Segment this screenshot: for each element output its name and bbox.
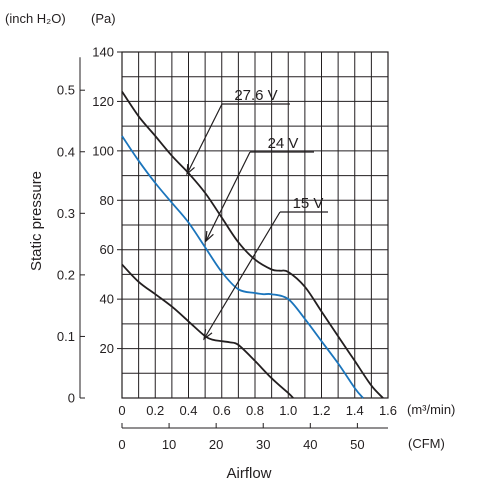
x-cfm-tick-label: 40: [303, 437, 317, 452]
y-pa-tick-label: 140: [92, 45, 114, 60]
x-m3-tick-label: 0.8: [246, 403, 264, 418]
arrow-shaft-24-v: [205, 151, 251, 242]
x-m3-tick-label: 1.6: [379, 403, 397, 418]
label-24-v: 24 V: [268, 135, 299, 152]
x-m3-tick-label: 0.2: [146, 403, 164, 418]
x-unit-top: (m³/min): [407, 402, 455, 417]
x-m3-tick-label: 1.0: [279, 403, 297, 418]
x-m3-tick-label: 1.4: [346, 403, 364, 418]
y-pa-tick-label: 60: [100, 242, 114, 257]
annotations: 27.6 V 24 V 15 V: [186, 87, 328, 341]
y-axis-title: Static pressure: [28, 171, 45, 271]
y-pa-tick-label: 20: [100, 341, 114, 356]
x-cfm-tick-label: 20: [209, 437, 223, 452]
y-pa-tick-label: 40: [100, 292, 114, 307]
y-unit-left: (inch H₂O): [5, 11, 66, 26]
x-cfm-tick-label: 0: [118, 437, 125, 452]
y-inch-tick-label: 0.3: [57, 206, 75, 221]
x-cfm-tick-label: 50: [350, 437, 364, 452]
label-15-v: 15 V: [293, 195, 324, 212]
series-group: [121, 91, 384, 399]
arrow-shaft-27-6-v: [186, 103, 223, 175]
x-cfm-tick-label: 10: [162, 437, 176, 452]
x-cfm-tick-label: 30: [256, 437, 270, 452]
y-pa-tick-label: 80: [100, 193, 114, 208]
plot-frame: [121, 51, 389, 399]
plot-grid: [122, 52, 388, 398]
arrow-shaft-15-v: [203, 211, 281, 340]
arrow-head-24-v: [205, 230, 214, 243]
plot-border: [121, 51, 389, 399]
y-unit-right: (Pa): [91, 11, 116, 26]
arrow-head-27-6-v: [186, 163, 195, 176]
label-27-6-v: 27.6 V: [234, 87, 277, 104]
y-inch-tick-label: 0.4: [57, 144, 75, 159]
series-line-27-6-v: [121, 91, 384, 399]
y-inch-tick-label: 0.2: [57, 267, 75, 282]
y-pa-tick-label: 120: [92, 94, 114, 109]
series-line-15-v: [121, 263, 294, 399]
y-inch-tick-label: 0.5: [57, 83, 75, 98]
y-pa-tick-label: 100: [92, 143, 114, 158]
y-inch-tick-label: 0: [68, 391, 75, 406]
x-axis-title: Airflow: [226, 465, 271, 482]
x-unit-bottom: (CFM): [408, 436, 445, 451]
x-m3-tick-label: 0.6: [213, 403, 231, 418]
x-m3-tick-label: 0: [118, 403, 125, 418]
x-m3-tick-label: 1.2: [312, 403, 330, 418]
y-inch-tick-label: 0.1: [57, 329, 75, 344]
series-line-24-v: [121, 135, 364, 399]
x-m3-tick-label: 0.4: [179, 403, 197, 418]
arrow-head-15-v: [203, 329, 213, 341]
